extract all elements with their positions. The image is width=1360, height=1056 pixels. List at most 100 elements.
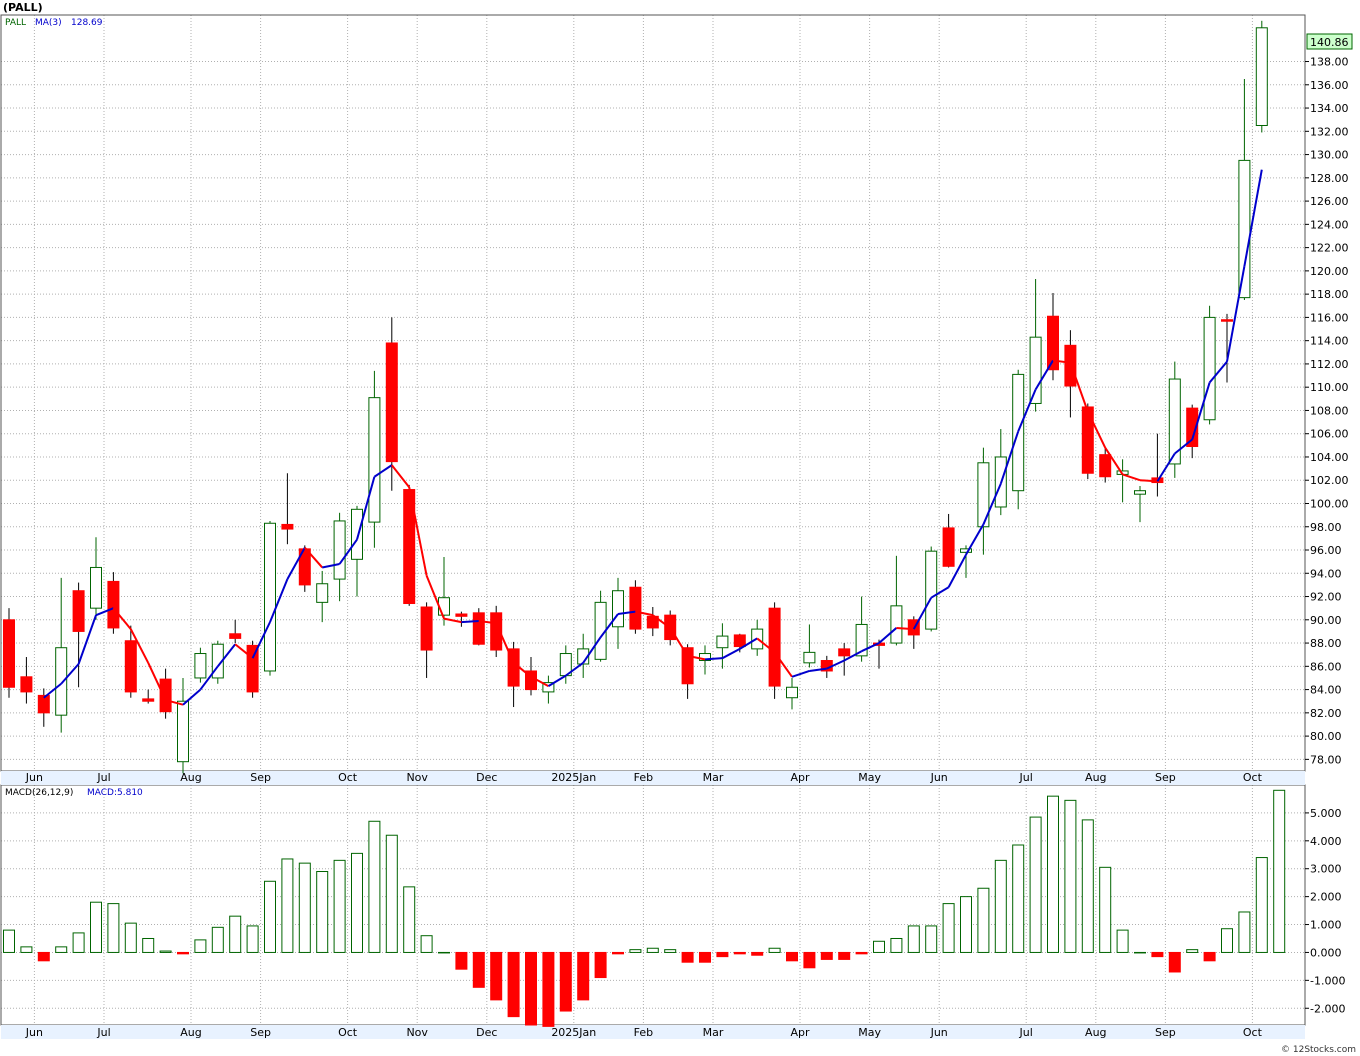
candle (768, 602, 781, 699)
ma-segment (582, 636, 602, 664)
candle-body (977, 462, 990, 528)
candle (1012, 369, 1025, 510)
macd-bar (281, 858, 294, 953)
candle (838, 643, 851, 676)
macd-x-tick-label: Mar (703, 1026, 724, 1039)
macd-bar (455, 951, 468, 970)
macd-x-tick-label: Nov (406, 1026, 428, 1039)
candle-body (211, 643, 224, 679)
price-y-tick-label: 102.00 (1310, 474, 1349, 487)
candle-body (699, 653, 711, 662)
price-y-tick-label: 96.00 (1310, 544, 1342, 557)
ma-segment (77, 614, 97, 665)
macd-bar (194, 939, 207, 953)
ma-segment (704, 657, 723, 661)
candle-body (333, 520, 346, 580)
ma-segment (408, 487, 428, 576)
ma-segment (1069, 362, 1089, 412)
price-y-tick-label: 120.00 (1310, 265, 1349, 278)
ma-segment (547, 674, 567, 687)
macd-bar (368, 820, 381, 953)
x-axis-band-bottom (1, 1025, 1305, 1039)
ma-segment (129, 628, 150, 664)
macd-x-tick-label: Jun (930, 1026, 948, 1039)
macd-y-tick-label: 5.000 (1310, 807, 1342, 820)
macd-x-tick-label: Aug (1085, 1026, 1106, 1039)
macd-bar (733, 951, 746, 955)
candle-body (681, 647, 694, 685)
macd-bar (1273, 789, 1286, 953)
ma-segment (773, 651, 793, 678)
candle-body (1238, 159, 1251, 299)
macd-bar (177, 951, 189, 955)
candle (211, 640, 224, 684)
price-y-tick-label: 130.00 (1310, 149, 1349, 162)
candle (124, 625, 137, 698)
macd-bar (3, 929, 15, 953)
candle (1203, 305, 1216, 425)
macd-bar (37, 951, 50, 962)
macd-bar (1151, 951, 1164, 958)
ma-segment (338, 538, 358, 565)
ma-segment (617, 610, 636, 615)
price-y-tick-label: 88.00 (1310, 637, 1342, 650)
candle-body (1047, 315, 1059, 371)
candle (55, 577, 68, 733)
macd-bar (211, 926, 224, 953)
macd-bar (72, 932, 85, 953)
candle-body (159, 678, 172, 713)
chart-title: (PALL) (3, 1, 43, 14)
ma-segment (251, 621, 271, 659)
macd-bar (298, 862, 311, 953)
candle (1221, 313, 1233, 383)
macd-bar (612, 951, 624, 955)
candle-body (281, 523, 294, 530)
macd-bar (264, 880, 276, 953)
ma-segment (60, 663, 80, 685)
ma-segment (739, 637, 758, 650)
macd-bar (1221, 928, 1233, 953)
candle-body (124, 640, 137, 693)
candle-body (264, 522, 276, 672)
candle (37, 688, 50, 727)
price-x-tick-label: Oct (338, 771, 358, 784)
macd-bar (333, 859, 346, 953)
candle (1134, 486, 1146, 523)
candle (264, 520, 276, 676)
ma-segment (269, 578, 289, 623)
candle (3, 608, 15, 698)
macd-bar (594, 951, 607, 979)
macd-bar (1081, 819, 1094, 953)
candle-body (20, 676, 33, 693)
macd-bar (681, 951, 694, 963)
price-y-tick-label: 100.00 (1310, 497, 1349, 510)
macd-bar (873, 940, 885, 953)
macd-bar (907, 925, 920, 953)
candle (1099, 447, 1112, 483)
price-y-tick-label: 134.00 (1310, 102, 1349, 115)
candle (194, 647, 207, 683)
price-y-tick-label: 136.00 (1310, 79, 1349, 92)
ma-segment (1052, 359, 1071, 364)
macd-bar (490, 951, 503, 1001)
price-y-tick-label: 106.00 (1310, 428, 1349, 441)
price-y-tick-label: 108.00 (1310, 404, 1349, 417)
price-y-tick-label: 92.00 (1310, 591, 1342, 604)
macd-x-tick-label: Apr (790, 1026, 810, 1039)
ma-segment (912, 597, 933, 630)
candle-body (768, 607, 781, 687)
price-y-tick-label: 98.00 (1310, 521, 1342, 534)
ma-line-series (43, 169, 1263, 706)
macd-x-tick-label: Aug (180, 1026, 201, 1039)
candle-body (1221, 319, 1233, 322)
macd-bar (1047, 795, 1059, 953)
price-x-tick-label: Aug (1085, 771, 1106, 784)
price-y-tick-label: 86.00 (1310, 660, 1342, 673)
candle-body (107, 580, 120, 629)
candle (786, 677, 798, 710)
candle-body (542, 682, 555, 693)
ma-segment (495, 622, 515, 664)
candle (1081, 403, 1094, 480)
macd-bar (855, 951, 868, 955)
